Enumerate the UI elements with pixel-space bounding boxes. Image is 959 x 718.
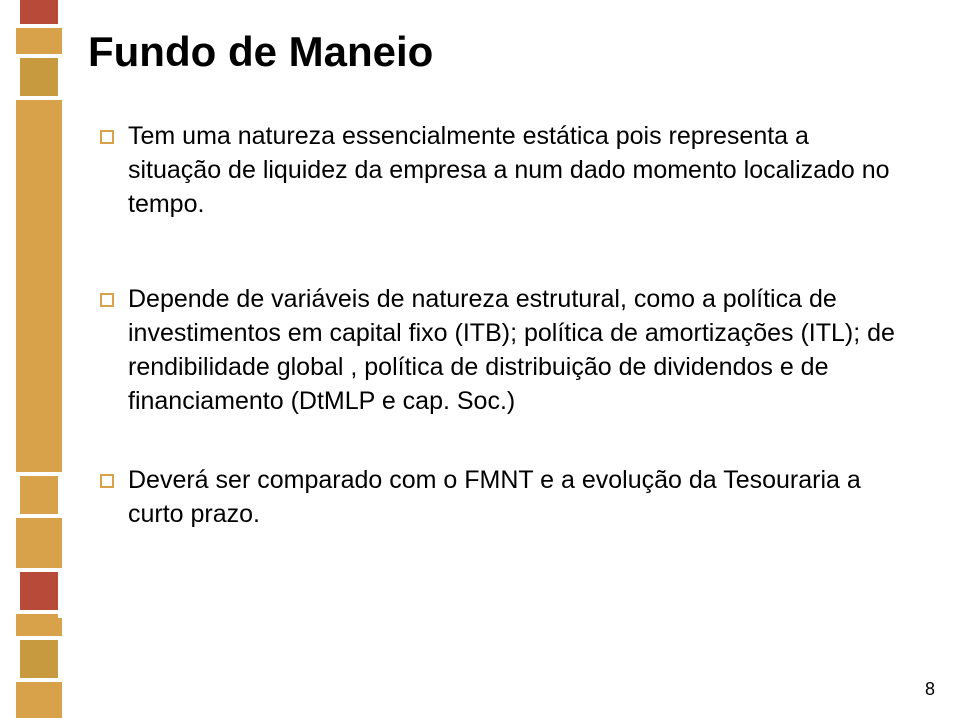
page-number: 8	[925, 679, 935, 700]
bullet-text: Tem uma natureza essencialmente estática…	[128, 120, 900, 221]
deco-square-icon	[16, 472, 62, 518]
slide-title: Fundo de Maneio	[88, 28, 433, 76]
deco-square-icon	[16, 636, 62, 682]
bullet-icon	[100, 130, 114, 144]
bullet-icon	[100, 293, 114, 307]
bullet-item: Depende de variáveis de natureza estrutu…	[100, 283, 900, 418]
deco-square-icon	[16, 0, 62, 28]
deco-square-icon	[16, 54, 62, 100]
bullet-item: Deverá ser comparado com o FMNT e a evol…	[100, 464, 900, 532]
deco-square-icon	[58, 600, 76, 618]
bullet-item: Tem uma natureza essencialmente estática…	[100, 120, 900, 221]
slide-content: Tem uma natureza essencialmente estática…	[100, 120, 900, 532]
deco-square-icon	[58, 82, 76, 100]
bullet-text: Deverá ser comparado com o FMNT e a evol…	[128, 464, 900, 532]
bullet-icon	[100, 474, 114, 488]
deco-square-icon	[16, 568, 62, 614]
decorative-sidebar	[0, 0, 78, 718]
bullet-text: Depende de variáveis de natureza estrutu…	[128, 283, 900, 418]
slide: Fundo de Maneio Tem uma natureza essenci…	[0, 0, 959, 718]
